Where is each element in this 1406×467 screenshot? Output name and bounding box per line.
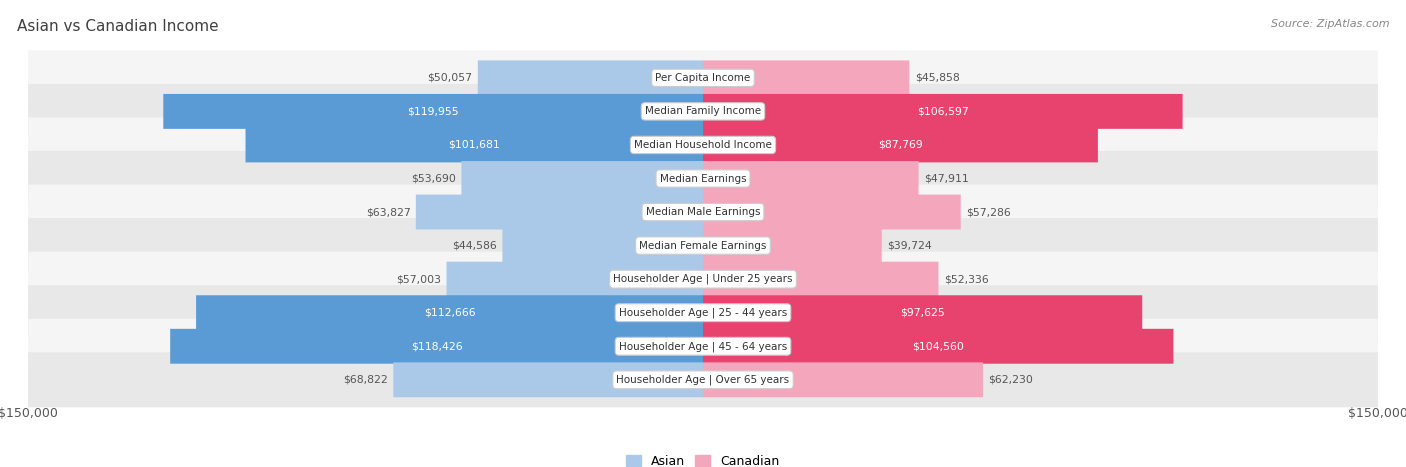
FancyBboxPatch shape xyxy=(703,127,1098,163)
Text: Median Earnings: Median Earnings xyxy=(659,174,747,184)
Text: Householder Age | 45 - 64 years: Householder Age | 45 - 64 years xyxy=(619,341,787,352)
Text: $62,230: $62,230 xyxy=(988,375,1033,385)
Text: $119,955: $119,955 xyxy=(408,106,458,116)
FancyBboxPatch shape xyxy=(416,195,703,229)
Text: Source: ZipAtlas.com: Source: ZipAtlas.com xyxy=(1271,19,1389,28)
FancyBboxPatch shape xyxy=(28,252,1378,307)
Text: $57,003: $57,003 xyxy=(396,274,441,284)
FancyBboxPatch shape xyxy=(703,329,1174,364)
FancyBboxPatch shape xyxy=(703,60,910,95)
Text: $53,690: $53,690 xyxy=(411,174,456,184)
Text: Median Household Income: Median Household Income xyxy=(634,140,772,150)
Text: Householder Age | Under 25 years: Householder Age | Under 25 years xyxy=(613,274,793,284)
FancyBboxPatch shape xyxy=(28,117,1378,172)
Text: $52,336: $52,336 xyxy=(943,274,988,284)
Text: $104,560: $104,560 xyxy=(912,341,965,351)
FancyBboxPatch shape xyxy=(703,94,1182,129)
FancyBboxPatch shape xyxy=(28,184,1378,240)
FancyBboxPatch shape xyxy=(28,352,1378,407)
Text: $101,681: $101,681 xyxy=(449,140,501,150)
Text: Median Female Earnings: Median Female Earnings xyxy=(640,241,766,251)
FancyBboxPatch shape xyxy=(703,362,983,397)
Text: $45,858: $45,858 xyxy=(915,73,959,83)
Text: Per Capita Income: Per Capita Income xyxy=(655,73,751,83)
Text: $50,057: $50,057 xyxy=(427,73,472,83)
Text: $118,426: $118,426 xyxy=(411,341,463,351)
FancyBboxPatch shape xyxy=(394,362,703,397)
Text: Asian vs Canadian Income: Asian vs Canadian Income xyxy=(17,19,218,34)
FancyBboxPatch shape xyxy=(28,151,1378,206)
FancyBboxPatch shape xyxy=(28,319,1378,374)
FancyBboxPatch shape xyxy=(447,262,703,297)
Text: $112,666: $112,666 xyxy=(423,308,475,318)
FancyBboxPatch shape xyxy=(703,295,1142,330)
Text: Householder Age | Over 65 years: Householder Age | Over 65 years xyxy=(616,375,790,385)
Legend: Asian, Canadian: Asian, Canadian xyxy=(623,451,783,467)
Text: $47,911: $47,911 xyxy=(924,174,969,184)
FancyBboxPatch shape xyxy=(703,228,882,263)
FancyBboxPatch shape xyxy=(502,228,703,263)
Text: Median Male Earnings: Median Male Earnings xyxy=(645,207,761,217)
FancyBboxPatch shape xyxy=(28,285,1378,340)
Text: $57,286: $57,286 xyxy=(966,207,1011,217)
FancyBboxPatch shape xyxy=(703,195,960,229)
Text: $97,625: $97,625 xyxy=(900,308,945,318)
Text: $39,724: $39,724 xyxy=(887,241,932,251)
Text: $87,769: $87,769 xyxy=(879,140,922,150)
FancyBboxPatch shape xyxy=(28,50,1378,106)
FancyBboxPatch shape xyxy=(703,161,918,196)
FancyBboxPatch shape xyxy=(703,262,938,297)
FancyBboxPatch shape xyxy=(163,94,703,129)
FancyBboxPatch shape xyxy=(461,161,703,196)
FancyBboxPatch shape xyxy=(28,218,1378,273)
Text: Median Family Income: Median Family Income xyxy=(645,106,761,116)
FancyBboxPatch shape xyxy=(478,60,703,95)
Text: $68,822: $68,822 xyxy=(343,375,388,385)
Text: Householder Age | 25 - 44 years: Householder Age | 25 - 44 years xyxy=(619,307,787,318)
FancyBboxPatch shape xyxy=(246,127,703,163)
Text: $63,827: $63,827 xyxy=(366,207,411,217)
Text: $106,597: $106,597 xyxy=(917,106,969,116)
FancyBboxPatch shape xyxy=(170,329,703,364)
FancyBboxPatch shape xyxy=(195,295,703,330)
FancyBboxPatch shape xyxy=(28,84,1378,139)
Text: $44,586: $44,586 xyxy=(453,241,496,251)
